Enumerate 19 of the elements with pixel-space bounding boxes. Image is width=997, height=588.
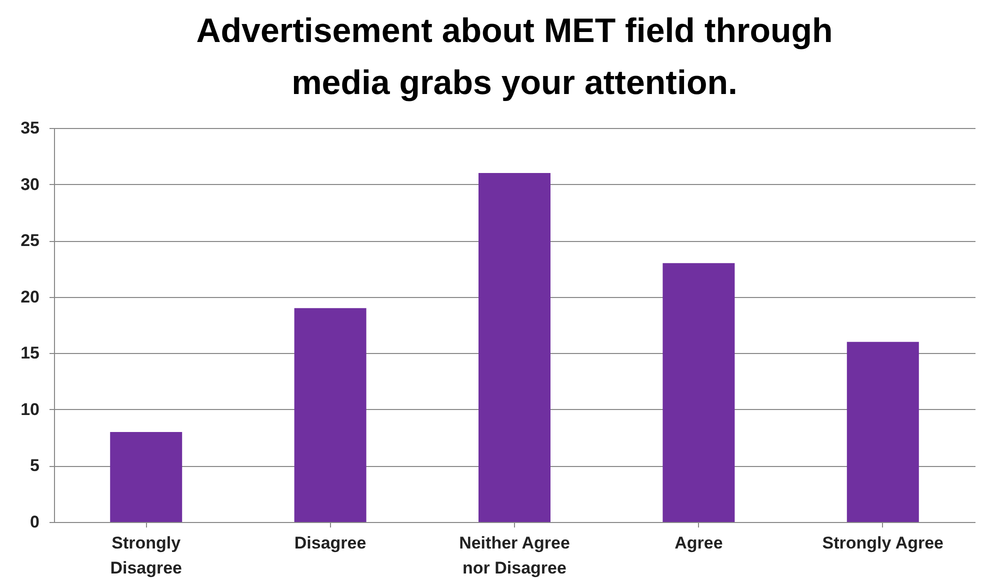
bar bbox=[662, 263, 735, 522]
bar bbox=[294, 308, 366, 522]
x-tick-label: Neither Agree nor Disagree bbox=[459, 534, 570, 578]
y-tick-label: 5 bbox=[30, 456, 40, 476]
bar bbox=[846, 342, 919, 522]
y-tick-label: 0 bbox=[30, 512, 40, 532]
bar bbox=[110, 432, 182, 522]
x-tick-label: Strongly Agree bbox=[822, 534, 944, 552]
y-tick-label: 20 bbox=[20, 287, 40, 306]
x-tick-label: Strongly Disagree bbox=[110, 534, 182, 578]
bar bbox=[478, 173, 550, 522]
y-tick-label: 25 bbox=[20, 231, 40, 250]
x-tick-label: Disagree bbox=[294, 534, 366, 552]
x-tick-label: Agree bbox=[674, 534, 723, 552]
y-tick-label: 10 bbox=[20, 400, 40, 419]
chart-title: Advertisement about MET field through media grabs your attention. bbox=[196, 12, 833, 102]
y-tick-label: 35 bbox=[20, 118, 40, 138]
y-tick-label: 30 bbox=[20, 174, 40, 194]
y-tick-label: 15 bbox=[20, 344, 40, 363]
